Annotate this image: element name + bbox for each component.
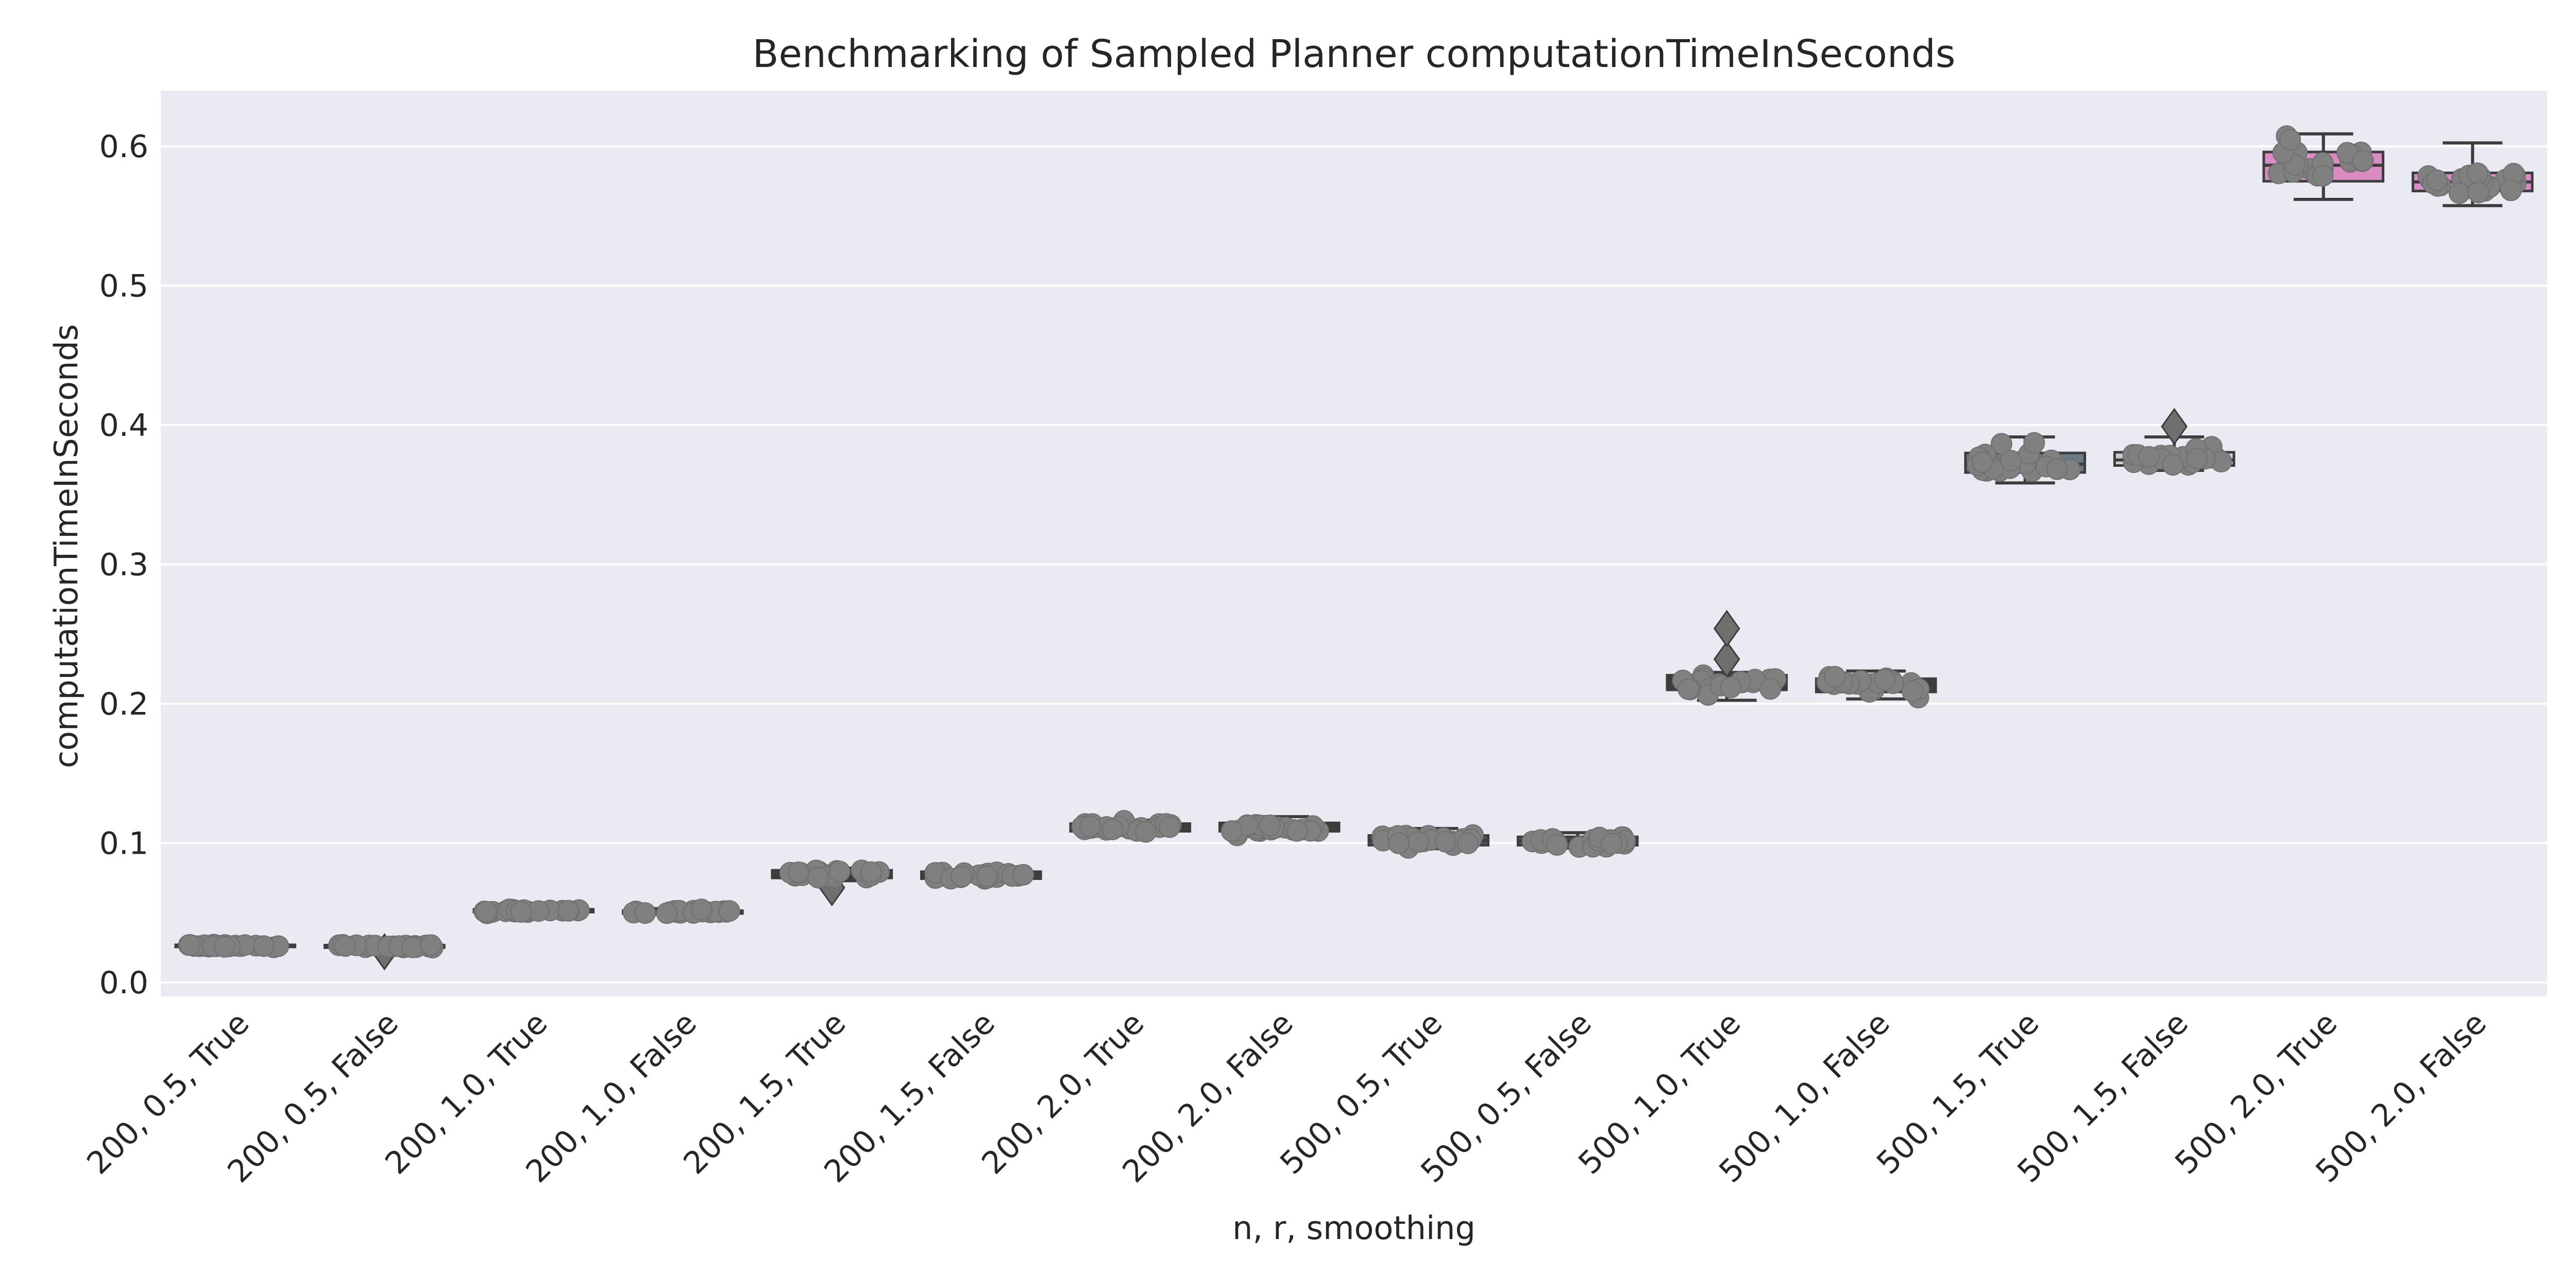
swarm-point <box>1720 676 1742 699</box>
swarm-point <box>1990 433 2012 455</box>
swarm-point <box>860 861 882 883</box>
swarm-point <box>787 861 809 884</box>
y-tick-label: 0.6 <box>99 129 148 165</box>
swarm-point <box>634 902 656 924</box>
plot-area <box>161 91 2547 996</box>
swarm-point <box>1434 831 1456 853</box>
swarm-point <box>1873 669 1895 691</box>
swarm-point <box>976 865 998 887</box>
swarm-point <box>2046 458 2068 480</box>
y-tick-label: 0.2 <box>99 686 148 722</box>
swarm-point <box>401 936 423 958</box>
swarm-point <box>828 860 851 883</box>
swarm-point <box>213 936 235 958</box>
swarm-point <box>2500 179 2522 201</box>
chart-title: Benchmarking of Sampled Planner computat… <box>753 32 1956 76</box>
swarm-point <box>1286 820 1308 842</box>
swarm-point <box>1079 816 1101 838</box>
y-tick-label: 0.5 <box>99 268 148 304</box>
swarm-point <box>2138 446 2160 468</box>
swarm-point <box>1824 666 1846 688</box>
swarm-point <box>1387 832 1410 854</box>
swarm-point <box>253 935 275 957</box>
swarm-point <box>1159 816 1181 838</box>
y-tick-label: 0.3 <box>99 547 148 583</box>
swarm-point <box>1601 833 1623 855</box>
swarm-point <box>1134 821 1157 843</box>
swarm-point <box>656 902 678 924</box>
swarm-point <box>1012 863 1035 886</box>
outlier-point <box>1713 640 1740 678</box>
swarm-point <box>2352 149 2374 172</box>
swarm-point <box>2023 432 2045 454</box>
x-axis-label: n, r, smoothing <box>1232 1209 1476 1247</box>
swarm-point <box>1457 832 1479 854</box>
swarm-point <box>2186 448 2208 470</box>
swarm-point <box>1901 680 1923 702</box>
grid-lines <box>161 145 2547 984</box>
swarm-point <box>1677 678 1700 700</box>
swarm-point <box>951 866 973 888</box>
swarm-point <box>1101 818 1124 840</box>
swarm-point <box>2279 129 2301 151</box>
swarm-point <box>2426 169 2448 191</box>
y-tick-label: 0.4 <box>99 408 148 444</box>
swarm-point <box>1759 678 1782 700</box>
swarm-point <box>475 901 497 923</box>
swarm-point <box>1971 451 1993 473</box>
swarm-point <box>1999 450 2022 472</box>
y-tick-label: 0.0 <box>99 965 148 1001</box>
y-axis-label: computationTimeInSeconds <box>47 324 85 768</box>
swarm-point <box>2466 162 2488 184</box>
swarm-point <box>557 900 579 922</box>
swarm-point <box>2312 165 2334 187</box>
swarm-point <box>718 900 740 922</box>
y-axis-ticks: 0.0 0.1 0.2 0.3 0.4 0.5 0.6 <box>99 129 148 1001</box>
swarm-point <box>510 901 532 923</box>
swarm-point <box>2162 454 2184 476</box>
swarm-point <box>807 867 829 889</box>
swarm-points <box>178 125 2527 959</box>
swarm-point <box>179 934 201 956</box>
swarm-point <box>690 899 713 921</box>
y-tick-label: 0.1 <box>99 825 148 861</box>
outlier-point <box>1713 609 1740 648</box>
swarm-point <box>334 935 357 957</box>
swarm-point <box>1221 820 1243 842</box>
swarm-point <box>1259 815 1281 837</box>
swarm-point <box>420 934 442 956</box>
outlier-point <box>2161 408 2188 445</box>
swarm-point <box>1546 834 1568 856</box>
swarm-point <box>1408 831 1430 853</box>
swarm-point <box>2467 181 2489 204</box>
swarm-point <box>2448 182 2470 204</box>
